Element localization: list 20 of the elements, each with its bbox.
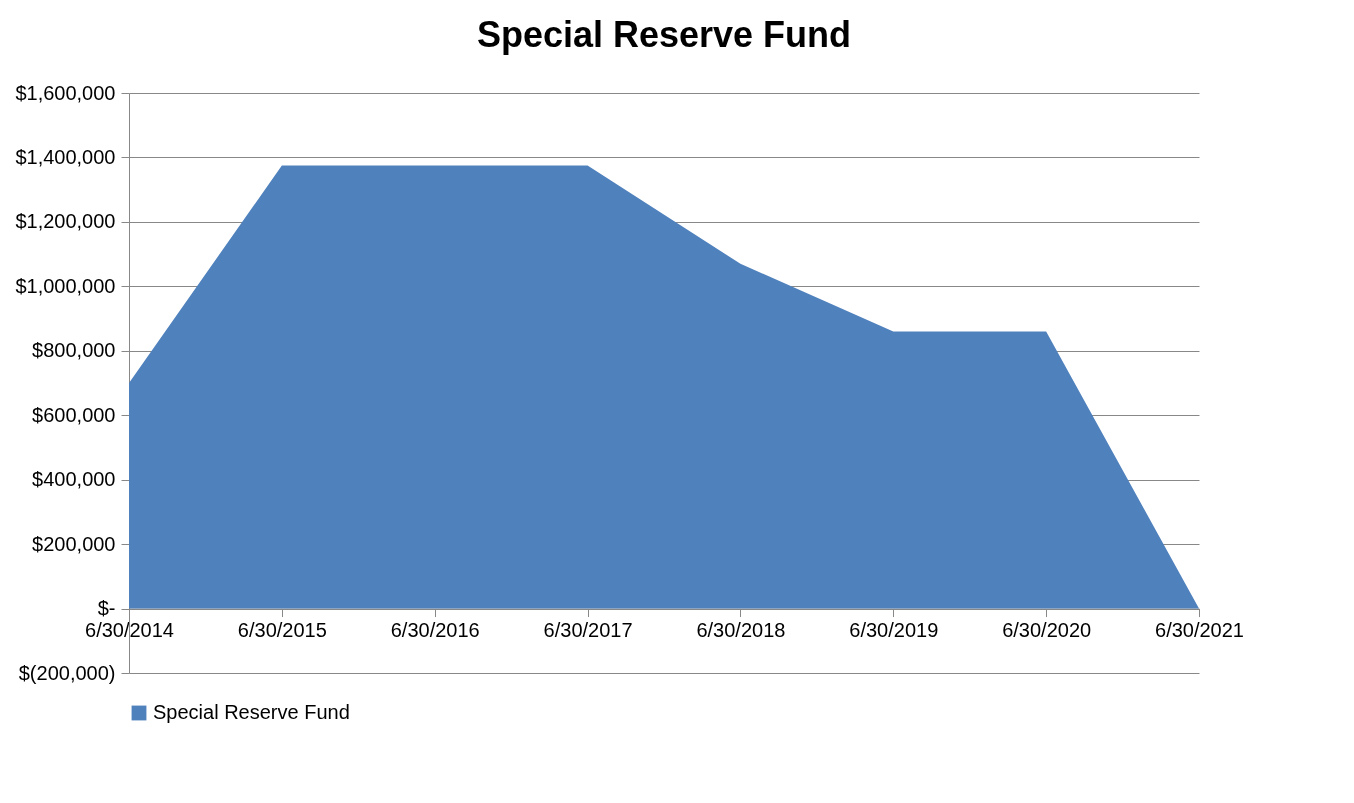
y-tick-label: $1,200,000 <box>15 210 116 233</box>
y-tick-label: $400,000 <box>32 468 116 491</box>
y-tick-label: $600,000 <box>32 403 116 426</box>
x-tick-label: 6/30/2019 <box>849 619 939 642</box>
x-tick-label: 6/30/2017 <box>543 619 633 642</box>
y-tick-label: $1,600,000 <box>15 81 116 104</box>
x-tick-label: 6/30/2021 <box>1155 619 1244 642</box>
x-tick-label: 6/30/2014 <box>85 619 174 642</box>
y-tick-label: $1,000,000 <box>15 274 116 297</box>
y-tick-label: $1,400,000 <box>15 145 116 168</box>
y-tick-label: $800,000 <box>32 339 116 362</box>
y-tick-label: $- <box>97 597 116 620</box>
x-tick-label: 6/30/2018 <box>696 619 786 642</box>
y-tick-label: $(200,000) <box>18 661 116 684</box>
legend-label: Special Reserve Fund <box>153 701 350 723</box>
chart-title: Special Reserve Fund <box>476 14 852 55</box>
y-tick-label: $200,000 <box>32 532 116 555</box>
x-tick-label: 6/30/2020 <box>1002 619 1092 642</box>
x-tick-label: 6/30/2015 <box>237 619 327 642</box>
x-tick-label: 6/30/2016 <box>390 619 480 642</box>
